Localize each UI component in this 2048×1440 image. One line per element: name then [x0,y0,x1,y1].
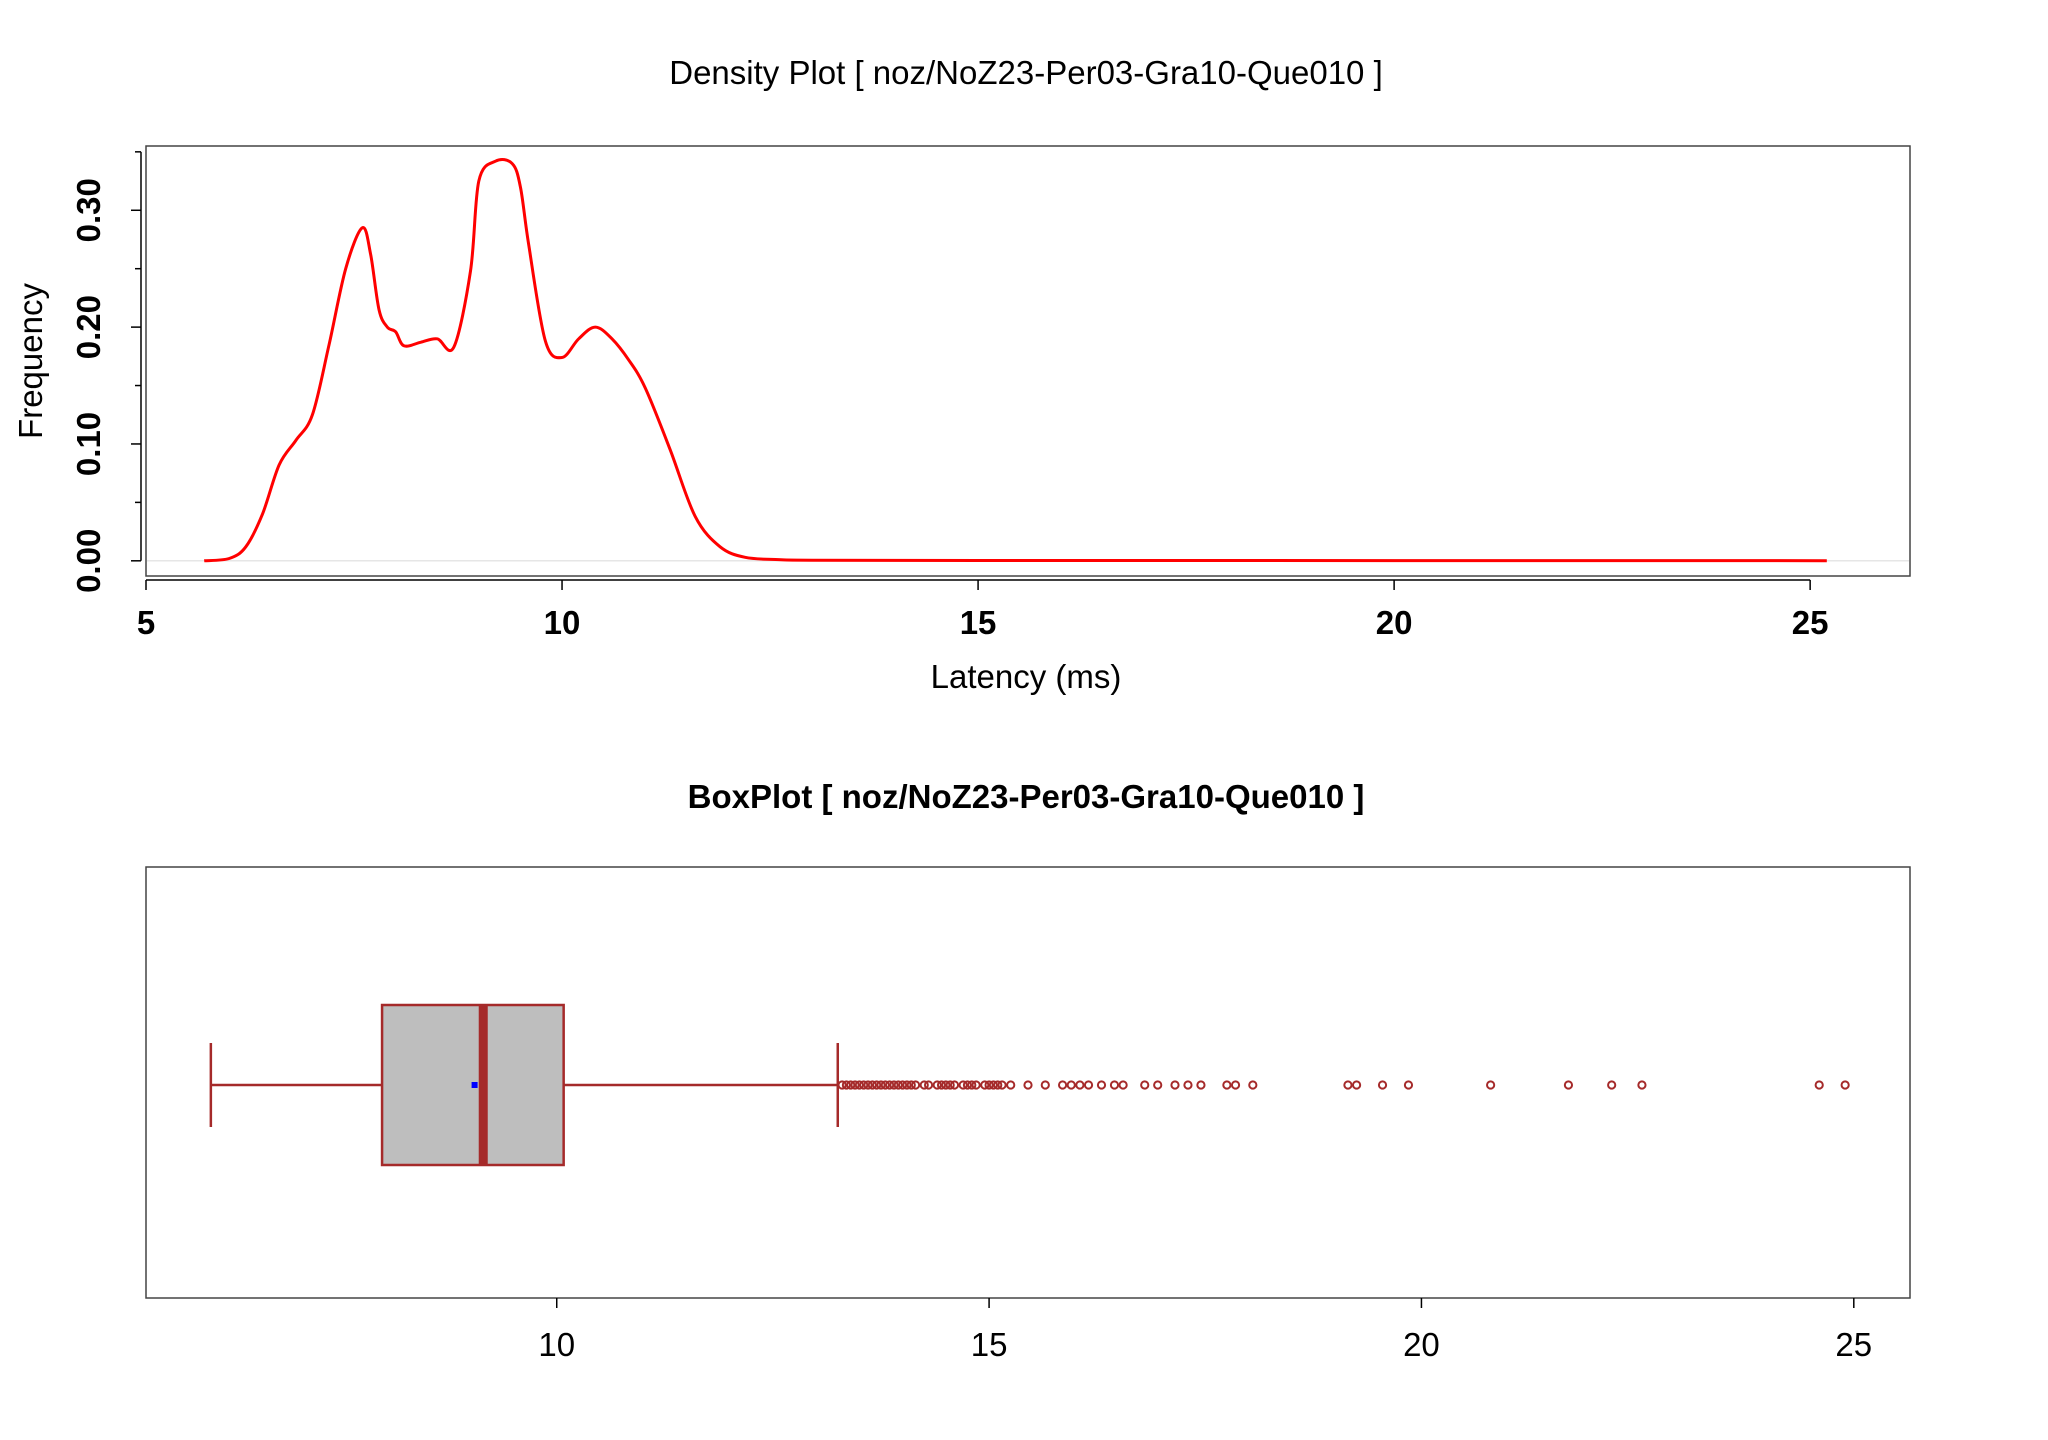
box-outlier-point [880,1080,890,1090]
box-plot-title: BoxPlot [ noz/NoZ23-Per03-Gra10-Que010 ] [688,778,1365,815]
box-outlier-point [1230,1080,1241,1090]
box-outlier-point [872,1080,882,1090]
box-outlier-point [1083,1080,1094,1090]
density-x-tick-label: 5 [137,604,155,641]
box-outlier-point [988,1080,999,1090]
box-outlier-point [1006,1080,1016,1090]
density-y-tick-label: 0.00 [70,529,107,593]
box-outlier-point [1351,1080,1362,1090]
density-y-tick-label: 0.20 [70,295,107,359]
box-outlier-point [1486,1080,1496,1090]
box-outlier-point [919,1080,929,1090]
box-outlier-point [941,1080,951,1090]
box-outliers [837,1080,1850,1090]
density-y-tick-label: 0.10 [70,412,107,476]
box-outlier-point [949,1080,960,1090]
box-outlier-point [1040,1080,1050,1090]
box-outlier-point [936,1080,947,1090]
box-outlier-point [859,1080,869,1090]
box-outlier-point [1403,1080,1414,1090]
box-x-tick-label: 20 [1403,1326,1440,1363]
box-outlier-point [958,1080,968,1090]
box-outlier-point [898,1080,908,1090]
box-outlier-point [863,1080,873,1090]
box-outlier-point [984,1080,994,1090]
box-outlier-point [854,1080,864,1090]
box-outlier-point [1066,1080,1076,1090]
box-outlier-point [876,1080,886,1090]
box-outlier-point [1183,1080,1193,1090]
box-outlier-point [1637,1080,1647,1090]
box-outlier-point [1343,1080,1353,1090]
box-outlier-point [1140,1080,1150,1090]
box-mean-marker [471,1082,478,1088]
box-outlier-point [889,1080,899,1090]
box-outlier-point [850,1080,860,1090]
box-outlier-point [923,1080,934,1090]
box-x-axis: 10 15 20 25 [538,1298,1872,1363]
box-outlier-point [932,1080,942,1090]
density-y-axis-label: Frequency [12,283,49,439]
box-outlier-point [867,1080,877,1090]
box-outlier-point [945,1080,955,1090]
density-y-tick-label: 0.30 [70,178,107,242]
density-y-axis: 0.00 0.10 0.20 0.30 [70,151,142,593]
density-plot-title: Density Plot [ noz/NoZ23-Per03-Gra10-Que… [669,54,1383,91]
box-outlier-point [1057,1080,1068,1090]
box-outlier-point [971,1080,981,1090]
box-outlier-point [1248,1080,1258,1090]
box-outlier-point [1377,1080,1388,1090]
box-outlier-point [1118,1080,1128,1090]
density-x-tick-label: 25 [1792,604,1829,641]
box-outlier-point [1153,1080,1163,1090]
box-outlier-point [893,1080,903,1090]
box-outlier-point [841,1080,852,1090]
box-outlier-point [906,1080,916,1090]
box-x-tick-label: 10 [538,1326,575,1363]
box-outlier-point [1023,1080,1033,1090]
box-outlier-point [997,1080,1007,1090]
density-x-tick-label: 20 [1376,604,1413,641]
box-outlier-point [980,1080,990,1090]
box-outlier-point [837,1080,847,1090]
box-outlier-point [1170,1080,1180,1090]
box-outlier-point [1814,1080,1824,1090]
box-outlier-point [1840,1080,1850,1090]
density-x-axis: 5 10 15 20 25 [137,579,1829,641]
box-outlier-point [1096,1080,1107,1090]
box-outlier-point [1563,1080,1574,1090]
box-outlier-point [902,1080,912,1090]
density-x-tick-label: 15 [960,604,997,641]
density-x-tick-label: 10 [544,604,581,641]
box-outlier-point [993,1080,1003,1090]
box-outlier-point [910,1080,921,1090]
box-outlier-point [1222,1080,1232,1090]
box-outlier-point [962,1080,973,1090]
box-outlier-point [1196,1080,1206,1090]
box-outlier-point [1607,1080,1617,1090]
density-curve [204,158,1827,563]
box-plot-frame [145,866,1911,1299]
density-plot-frame [145,145,1911,577]
density-x-axis-label: Latency (ms) [931,658,1122,695]
box-outlier-point [1075,1080,1085,1090]
box-outlier-point [967,1080,977,1090]
box-plot: BoxPlot [ noz/NoZ23-Per03-Gra10-Que010 ]… [145,778,1911,1363]
box-outlier-point [1109,1080,1120,1090]
density-plot: Density Plot [ noz/NoZ23-Per03-Gra10-Que… [12,54,1911,695]
box-x-tick-label: 15 [971,1326,1008,1363]
box-outlier-point [846,1080,856,1090]
box-marks [209,1003,840,1167]
box-outlier-point [885,1080,895,1090]
box-x-tick-label: 25 [1835,1326,1872,1363]
